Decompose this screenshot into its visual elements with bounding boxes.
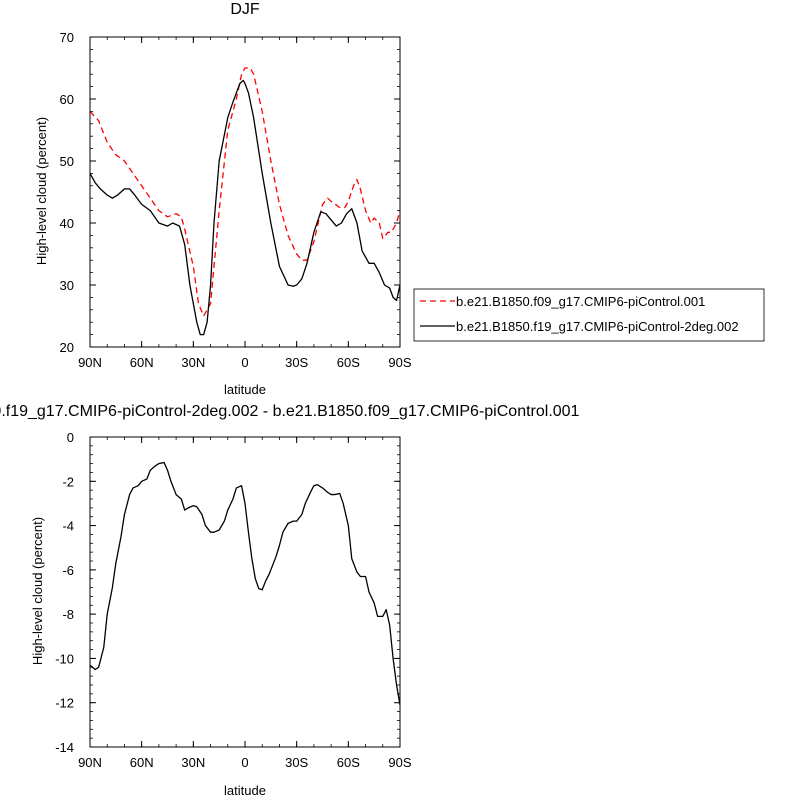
bottom-series-group: [89, 461, 401, 706]
bottom-y-tick-label: 0: [67, 430, 74, 445]
top-y-tick-label: 50: [60, 154, 74, 169]
bottom-y-tick-label: -6: [62, 563, 74, 578]
top-x-tick-label: 30S: [285, 355, 308, 370]
bottom-x-tick-label: 0: [241, 755, 248, 770]
top-series-line-2: [89, 79, 401, 336]
top-x-tick-label: 30N: [181, 355, 205, 370]
top-y-tick-label: 30: [60, 278, 74, 293]
bottom-title: b.e21.B1850.f19_g17.CMIP6-piControl-2deg…: [0, 403, 580, 420]
top-x-tick-label: 60S: [337, 355, 360, 370]
bottom-x-tick-label: 90S: [388, 755, 411, 770]
bottom-axis-ticks: 90N 60N 30N 0 30S 60S 90S -14 -12 -10 -8 -6 -4 -2 0: [55, 430, 412, 770]
bottom-y-tick-label: -2: [62, 474, 74, 489]
legend-box: [413, 288, 765, 342]
top-x-tick-label: 60N: [130, 355, 154, 370]
top-x-tick-label: 90N: [78, 355, 102, 370]
legend-label-series-2: b.e21.B1850.f19_g17.CMIP6-piControl-2deg…: [456, 319, 739, 334]
bottom-y-axis-label: High-level cloud (percent): [30, 517, 45, 665]
top-title: DJF: [230, 1, 260, 18]
top-y-axis-label: High-level cloud (percent): [34, 117, 49, 265]
bottom-series-line-1: [89, 461, 401, 706]
bottom-y-tick-label: -8: [62, 607, 74, 622]
bottom-y-tick-label: -10: [55, 651, 74, 666]
bottom-y-tick-label: -14: [55, 740, 74, 755]
bottom-x-tick-label: 30N: [181, 755, 205, 770]
top-x-tick-label: 90S: [388, 355, 411, 370]
top-panel: DJF High-level cloud (percent) latitude …: [34, 1, 412, 397]
bottom-x-tick-label: 30S: [285, 755, 308, 770]
top-y-tick-label: 60: [60, 92, 74, 107]
bottom-y-tick-label: -4: [62, 519, 74, 534]
top-y-tick-label: 70: [60, 30, 74, 45]
legend-label-series-1: b.e21.B1850.f09_g17.CMIP6-piControl.001: [456, 294, 705, 309]
bottom-plot-frame: [89, 436, 401, 748]
top-y-tick-label: 40: [60, 216, 74, 231]
bottom-panel: b.e21.B1850.f19_g17.CMIP6-piControl-2deg…: [0, 403, 580, 798]
bottom-y-tick-label: -12: [55, 696, 74, 711]
bottom-x-tick-label: 60N: [130, 755, 154, 770]
bottom-x-axis-label: latitude: [224, 783, 266, 798]
top-axis-ticks: 90N 60N 30N 0 30S 60S 90S 20 30 40 50 60 70: [60, 30, 412, 370]
top-series-group: [89, 67, 401, 336]
top-series-line-1: [89, 67, 401, 317]
top-x-axis-label: latitude: [224, 382, 266, 397]
bottom-x-tick-label: 90N: [78, 755, 102, 770]
legend: b.e21.B1850.f09_g17.CMIP6-piControl.001 …: [413, 288, 765, 342]
bottom-x-tick-label: 60S: [337, 755, 360, 770]
top-x-tick-label: 0: [241, 355, 248, 370]
top-y-tick-label: 20: [60, 340, 74, 355]
top-plot-frame: [89, 36, 401, 348]
